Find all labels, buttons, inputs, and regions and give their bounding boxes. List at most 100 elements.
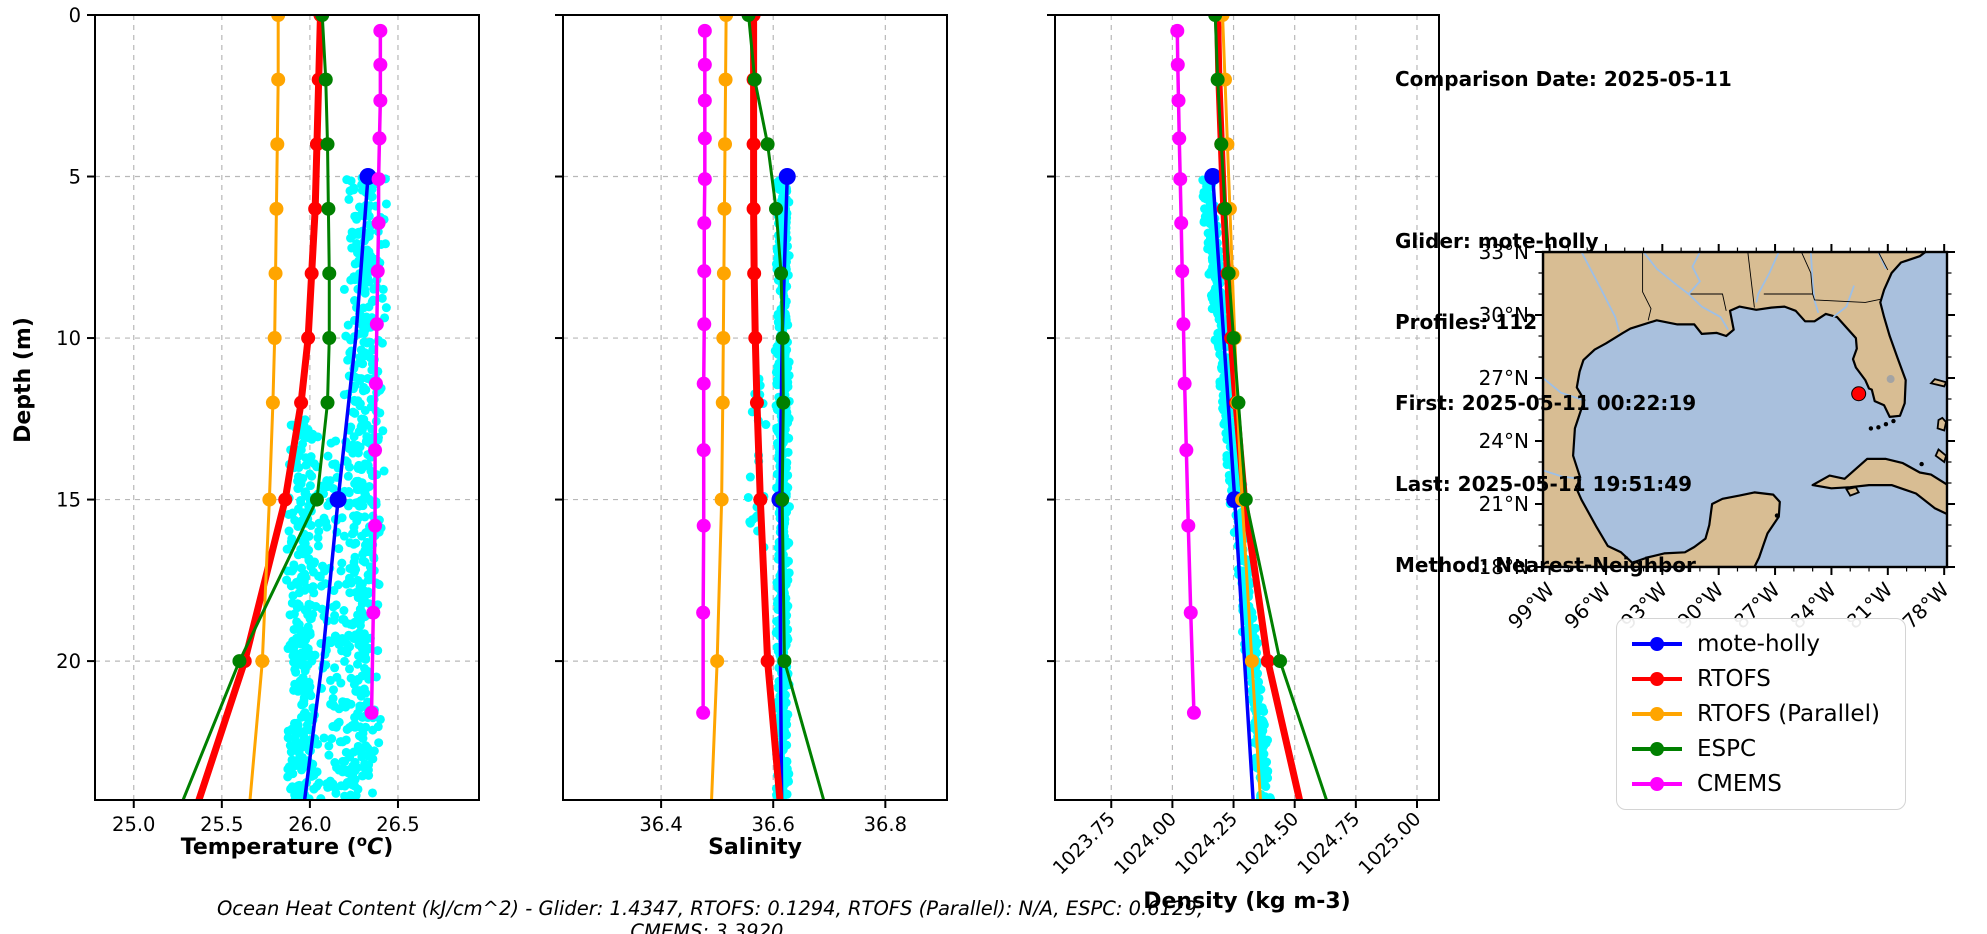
x-tick-label: 26.5 [376, 813, 419, 836]
x-tick-label: 1025.00 [1354, 808, 1425, 879]
marker [697, 317, 712, 332]
legend-label: mote-holly [1697, 631, 1820, 657]
map-frame [1541, 250, 1949, 569]
marker [301, 331, 316, 346]
land-cuba [1811, 457, 1947, 516]
marker [775, 331, 790, 346]
marker [1186, 705, 1201, 720]
state-border [1878, 252, 1889, 271]
river [1809, 252, 1820, 314]
profile-plots: 25.0 25.5 26.0 26.5 0 5 10 15 20 Temperature (oC)… [11, 4, 1440, 914]
river [1580, 252, 1620, 333]
marker [232, 654, 247, 669]
marker [371, 172, 386, 187]
marker [262, 492, 277, 507]
x-tick-label: 26.0 [288, 813, 331, 836]
x-axis-label: Salinity [708, 835, 802, 860]
marker [697, 57, 712, 72]
marker [268, 266, 283, 281]
marker [775, 492, 790, 507]
marker [718, 72, 733, 87]
marker [696, 443, 711, 458]
marker [710, 654, 725, 669]
method-text: Method: Nearest-Neighbor [1395, 553, 1696, 577]
marker [321, 201, 336, 216]
series-rtofs-parallel- [710, 15, 734, 800]
y-axis-ticks: 0 5 10 15 20 [56, 4, 95, 673]
plot-temperature: 25.0 25.5 26.0 26.5 0 5 10 15 20 Temperature (oC) [56, 4, 480, 860]
islet [1891, 418, 1896, 424]
river [1543, 469, 1582, 480]
lat-tick-label: 30°N [1479, 303, 1529, 327]
marker [748, 331, 763, 346]
marker [746, 201, 761, 216]
marker [308, 201, 323, 216]
marker [373, 93, 388, 108]
marker [329, 491, 347, 509]
plot-frame [1054, 14, 1440, 801]
marker [769, 201, 784, 216]
islet [1774, 513, 1780, 518]
lat-tick-label: 24°N [1479, 429, 1529, 453]
comparison-date-text: Comparison Date: 2025-05-11 [1395, 67, 1732, 91]
state-border [1690, 293, 1727, 311]
land-north-america [1543, 252, 1927, 567]
x-axis-ticks: 25.0 25.5 26.0 26.5 [112, 800, 420, 836]
y-axis-ticks [555, 14, 563, 663]
marker [741, 15, 756, 22]
legend-line-marker-swatch [1632, 777, 1682, 791]
legend-item-rtofs: RTOFS [1631, 666, 1891, 692]
marker [1217, 201, 1232, 216]
series-cmems [1170, 23, 1201, 720]
marker [1204, 168, 1222, 186]
marker [697, 131, 712, 146]
marker [294, 395, 309, 410]
marker [747, 72, 762, 87]
gridlines [95, 14, 479, 800]
x-tick-label: 1024.75 [1293, 808, 1364, 879]
islet [1919, 461, 1924, 467]
marker [1238, 492, 1253, 507]
x-axis-label: Density (kg m-3) [1143, 889, 1351, 914]
map-area [1543, 252, 1947, 567]
marker [774, 266, 789, 281]
ocean-heat-content-annotation: Ocean Heat Content (kJ/cm^2) - Glider: 1… [216, 897, 1204, 934]
marker [267, 331, 282, 346]
lat-tick-label: 18°N [1479, 555, 1529, 579]
islet [1883, 422, 1889, 427]
legend: mote-holly RTOFS RTOFS (Parallel) ESPC C… [1616, 618, 1906, 810]
river [1543, 377, 1584, 401]
marker [1173, 172, 1188, 187]
series-mote-holly [302, 168, 377, 800]
lake-okeechobee [1886, 375, 1895, 384]
marker [696, 605, 711, 620]
marker [370, 264, 385, 279]
marker [368, 518, 383, 533]
x-axis-label: Temperature (oC) [181, 832, 394, 860]
series-espc [741, 15, 826, 800]
marker [265, 395, 280, 410]
marker [749, 395, 764, 410]
glider-raw-observations-scatter [282, 173, 391, 800]
x-tick-label: 1024.25 [1171, 808, 1242, 879]
series-espc [181, 15, 337, 800]
legend-line-marker-swatch [1632, 637, 1682, 651]
x-tick-label: 1023.75 [1049, 808, 1120, 879]
lon-tick-label: 78°W [1898, 577, 1954, 633]
islet [1876, 425, 1881, 430]
land-island [1934, 447, 1947, 464]
marker [270, 137, 285, 152]
marker [1175, 264, 1190, 279]
marker [309, 492, 324, 507]
marker [1170, 57, 1185, 72]
lat-tick-label: 33°N [1479, 240, 1529, 264]
first-profile-time-text: First: 2025-05-11 00:22:19 [1395, 391, 1697, 415]
legend-label: ESPC [1697, 736, 1757, 762]
marker [1260, 654, 1275, 669]
legend-line-marker-swatch [1632, 672, 1682, 686]
marker [318, 72, 333, 87]
series-cmems [696, 23, 712, 720]
marker [760, 654, 775, 669]
marker [372, 131, 387, 146]
